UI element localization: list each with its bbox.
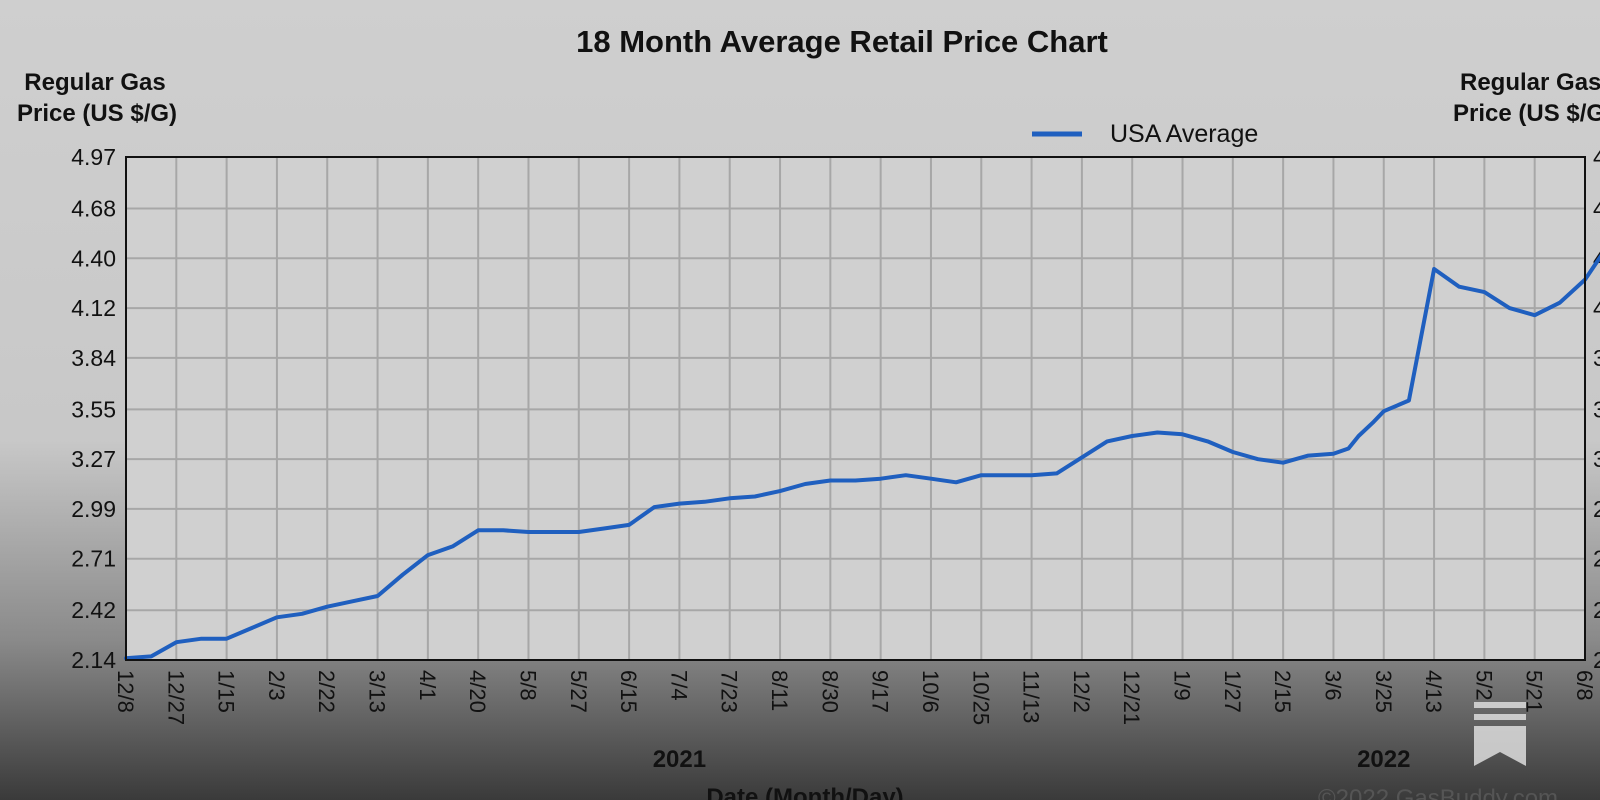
x-tick-label: 4/1 [415,670,440,701]
copyright-text: ©2022 GasBuddy.com [1318,785,1558,800]
y-tick-label: 4.12 [71,295,116,321]
x-tick-label: 6/8 [1572,670,1597,701]
x-tick-label: 8/11 [767,670,792,711]
year-label: 2022 [1357,746,1410,773]
x-tick-label: 9/17 [868,670,893,713]
y-tick-label: 3.27 [71,446,116,472]
y-tick-label: 2.42 [71,597,116,623]
y-axis-ticks-right: 2.14 2.42 2.71 2.99 3.27 3.55 3.84 4.12 4.40 4.68… [1593,144,1600,673]
x-tick-label: 6/15 [616,670,641,713]
y-tick-label-right: 3.55 [1593,396,1600,422]
x-tick-label: 5/27 [566,670,591,713]
y-tick-label-right: 2.99 [1593,496,1600,522]
x-tick-label: 12/2 [1069,670,1094,713]
y-tick-label: 4.40 [71,245,116,271]
x-tick-label: 5/2 [1471,670,1496,701]
x-tick-label: 12/8 [113,670,138,713]
x-tick-label: 1/9 [1170,670,1195,701]
x-tick-label: 1/27 [1220,670,1245,713]
y-tick-label: 2.99 [71,496,116,522]
x-tick-label: 2/22 [314,670,339,713]
chart-title: 18 Month Average Retail Price Chart [576,24,1108,59]
x-axis-label: Date (Month/Day) [706,784,903,800]
x-tick-label: 7/4 [666,670,691,701]
y-tick-label-right: 4.40 [1593,245,1600,271]
x-tick-label: 4/13 [1421,670,1446,713]
y-tick-label: 2.14 [71,647,116,673]
y-axis-label-left: Regular Gas Price (US $/G) [17,69,177,127]
x-tick-label: 4/20 [465,670,490,713]
legend: USA Average [1032,120,1258,148]
y-tick-label-right: 4.97 [1593,144,1600,170]
year-labels: 2021 2022 [653,746,1411,773]
y-tick-label-right: 3.27 [1593,446,1600,472]
x-axis-ticks: 12/8 12/27 1/15 2/3 2/22 3/13 4/1 4/20 5/8 5/27 6/… [113,670,1597,725]
x-tick-label: 8/30 [817,670,842,713]
series-line-usa-average [124,253,1600,661]
y-tick-label-right: 4.68 [1593,196,1600,222]
x-tick-label: 11/13 [1019,670,1044,723]
y-tick-label-right: 2.14 [1593,647,1600,673]
y-tick-label-right: 3.84 [1593,345,1600,371]
year-label: 2021 [653,746,706,773]
y-axis-label-right-line2: Price (US $/G) [1453,100,1600,127]
y-tick-label-right: 2.42 [1593,597,1600,623]
series-usa-average [124,253,1600,661]
legend-label: USA Average [1110,120,1258,148]
y-axis-label-right: Regular Gas Price (US $/G) [1453,69,1600,127]
y-tick-label: 2.71 [71,546,116,572]
y-tick-label: 4.97 [71,144,116,170]
y-tick-label-right: 2.71 [1593,546,1600,572]
y-tick-label-right: 4.12 [1593,295,1600,321]
grid [125,156,1586,661]
x-tick-label: 1/15 [214,670,239,713]
x-tick-label: 12/21 [1119,670,1144,725]
x-tick-label: 12/27 [163,670,188,725]
x-tick-label: 2/3 [264,670,289,701]
x-tick-label: 7/23 [717,670,742,713]
x-tick-label: 10/6 [918,670,943,713]
y-axis-ticks: 2.14 2.42 2.71 2.99 3.27 3.55 3.84 4.12 4.40 4.68… [71,144,116,673]
x-tick-label: 3/6 [1320,670,1345,701]
x-tick-label: 3/25 [1371,670,1396,713]
y-axis-label-left-line2: Price (US $/G) [17,100,177,127]
y-tick-label: 3.55 [71,396,116,422]
plot-frame [125,156,1586,661]
y-axis-label-right-line1: Regular Gas [1460,69,1600,96]
x-tick-label: 10/25 [968,670,993,725]
y-axis-label-left-line1: Regular Gas [24,69,165,96]
x-tick-label: 3/13 [365,670,390,713]
x-tick-label: 5/8 [515,670,540,701]
x-tick-label: 2/15 [1270,670,1295,713]
y-tick-label: 3.84 [71,345,116,371]
y-tick-label: 4.68 [71,196,116,222]
bookmark-icon[interactable] [1472,702,1528,768]
